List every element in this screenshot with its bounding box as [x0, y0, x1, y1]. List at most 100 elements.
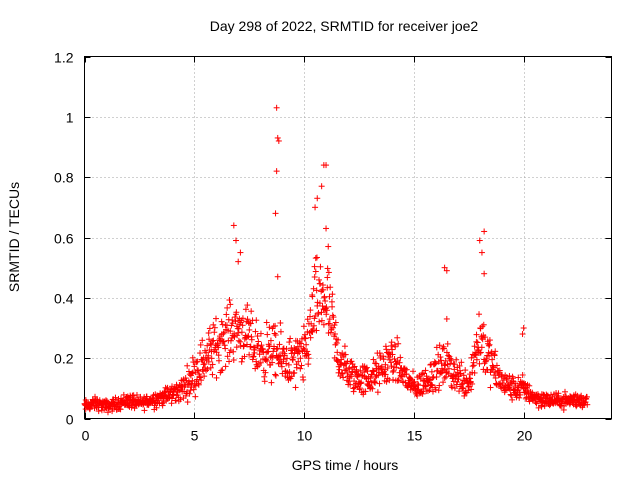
- data-point: [372, 379, 379, 386]
- data-point: [482, 334, 489, 341]
- data-point: [242, 306, 249, 313]
- data-point: [376, 350, 383, 357]
- data-point: [355, 371, 362, 378]
- data-point: [501, 387, 508, 394]
- data-point: [257, 330, 264, 337]
- data-point: [280, 345, 287, 352]
- x-tick-label: 20: [517, 428, 533, 444]
- data-point: [185, 368, 192, 375]
- data-point: [351, 363, 358, 370]
- data-point: [153, 404, 160, 411]
- data-point: [239, 322, 246, 329]
- data-point: [441, 375, 448, 382]
- data-point: [478, 249, 485, 256]
- data-point: [243, 341, 250, 348]
- data-point: [172, 397, 179, 404]
- data-point: [218, 367, 225, 374]
- data-point: [380, 356, 387, 363]
- data-point: [293, 364, 300, 371]
- data-point: [208, 355, 215, 362]
- data-point: [320, 286, 327, 293]
- data-point: [201, 373, 208, 380]
- data-point: [403, 366, 410, 373]
- data-point: [270, 348, 277, 355]
- data-point: [197, 374, 204, 381]
- data-point: [206, 325, 213, 332]
- data-point: [561, 388, 568, 395]
- data-point: [269, 359, 276, 366]
- data-point: [304, 348, 311, 355]
- data-point: [489, 363, 496, 370]
- data-point: [465, 383, 472, 390]
- data-point: [269, 354, 276, 361]
- data-point: [331, 331, 338, 338]
- data-point: [239, 315, 246, 322]
- data-point: [378, 363, 385, 370]
- data-point: [205, 330, 212, 337]
- data-point: [395, 377, 402, 384]
- data-point: [186, 390, 193, 397]
- data-point: [471, 343, 478, 350]
- data-point: [213, 374, 220, 381]
- data-point: [266, 324, 273, 331]
- data-point: [387, 359, 394, 366]
- data-point: [272, 371, 279, 378]
- data-point: [483, 355, 490, 362]
- data-point: [191, 363, 198, 370]
- data-point: [188, 380, 195, 387]
- data-point: [428, 368, 435, 375]
- data-point: [440, 345, 447, 352]
- data-point: [203, 349, 210, 356]
- data-point: [347, 381, 354, 388]
- data-point: [313, 254, 320, 261]
- data-point: [184, 399, 191, 406]
- data-point: [133, 391, 140, 398]
- data-point: [476, 360, 483, 367]
- data-point: [194, 376, 201, 383]
- data-point: [307, 307, 314, 314]
- data-point: [209, 371, 216, 378]
- data-point: [296, 339, 303, 346]
- data-point: [268, 379, 275, 386]
- data-point: [512, 380, 519, 387]
- data-point: [462, 367, 469, 374]
- data-point: [519, 371, 526, 378]
- data-point: [396, 359, 403, 366]
- data-point: [310, 285, 317, 292]
- x-tick-label: 5: [191, 428, 199, 444]
- data-point: [251, 349, 258, 356]
- plot-frame: [84, 56, 612, 419]
- data-point: [231, 314, 238, 321]
- data-point: [441, 264, 448, 271]
- data-point: [369, 385, 376, 392]
- data-point: [447, 360, 454, 367]
- data-point: [364, 368, 371, 375]
- data-point: [344, 369, 351, 376]
- data-point: [345, 378, 352, 385]
- data-point: [557, 402, 564, 409]
- data-point: [303, 341, 310, 348]
- data-point: [442, 357, 449, 364]
- data-point: [302, 335, 309, 342]
- data-point: [287, 335, 294, 342]
- data-point: [309, 326, 316, 333]
- data-point: [389, 351, 396, 358]
- data-point: [314, 195, 321, 202]
- data-point: [305, 355, 312, 362]
- data-point: [458, 359, 465, 366]
- data-point: [370, 356, 377, 363]
- data-point: [356, 385, 363, 392]
- data-point: [496, 367, 503, 374]
- data-point: [519, 331, 526, 338]
- data-point: [398, 372, 405, 379]
- data-point: [235, 329, 242, 336]
- data-point: [445, 352, 452, 359]
- data-point: [218, 318, 225, 325]
- chart-title: Day 298 of 2022, SRMTID for receiver joe…: [210, 18, 479, 34]
- data-point: [422, 383, 429, 390]
- data-point: [333, 340, 340, 347]
- data-point: [415, 382, 422, 389]
- data-point: [237, 249, 244, 256]
- data-point: [520, 325, 527, 331]
